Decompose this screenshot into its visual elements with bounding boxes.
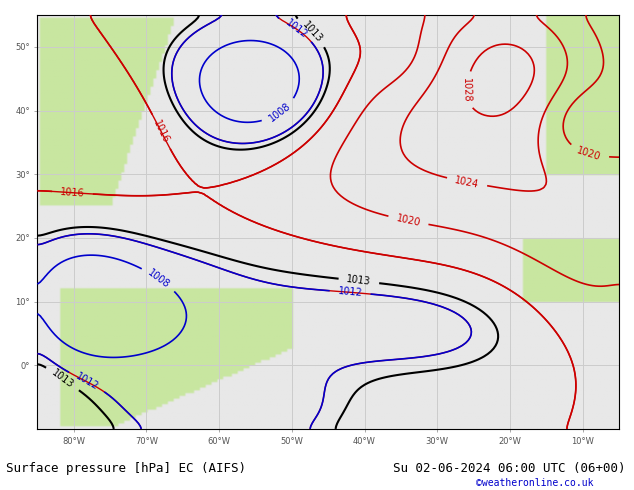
Text: 1013: 1013 — [346, 274, 372, 287]
Text: 1016: 1016 — [60, 187, 85, 198]
Text: ©weatheronline.co.uk: ©weatheronline.co.uk — [476, 478, 593, 488]
Text: 1013: 1013 — [49, 368, 75, 390]
Text: 1024: 1024 — [454, 174, 480, 190]
Text: 1020: 1020 — [576, 146, 602, 163]
Text: 1008: 1008 — [267, 101, 293, 123]
Text: 1008: 1008 — [146, 268, 172, 290]
Text: 1020: 1020 — [395, 213, 422, 228]
Text: Su 02-06-2024 06:00 UTC (06+00): Su 02-06-2024 06:00 UTC (06+00) — [393, 462, 626, 475]
Text: Surface pressure [hPa] EC (AIFS): Surface pressure [hPa] EC (AIFS) — [6, 462, 247, 475]
Text: 1028: 1028 — [462, 77, 472, 102]
Text: 1012: 1012 — [337, 286, 363, 298]
Text: 1016: 1016 — [152, 119, 171, 145]
Text: 1013: 1013 — [300, 20, 324, 45]
Text: 1012: 1012 — [74, 371, 100, 392]
Text: 1012: 1012 — [283, 18, 309, 40]
